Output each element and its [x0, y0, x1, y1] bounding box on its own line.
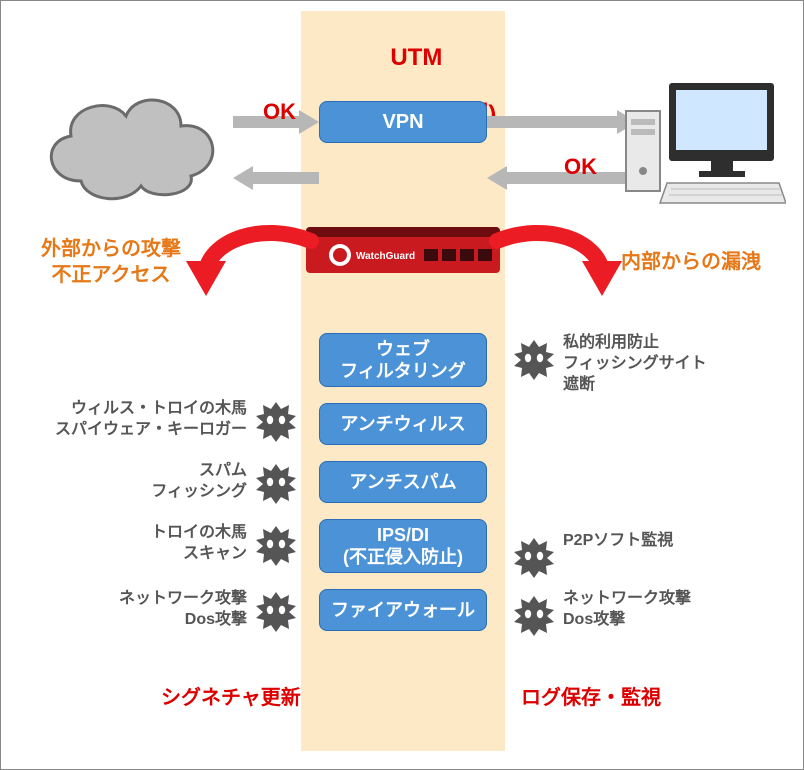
threat-left-trojan: トロイの木馬 スキャン	[151, 523, 247, 565]
signature-update-label: シグネチャ更新	[161, 681, 301, 710]
threat-right-dos-r: ネットワーク攻撃 Dos攻撃	[563, 589, 691, 631]
feature-antispam: アンチスパム	[319, 461, 487, 503]
diagram-frame: UTM (統合脅威管理) OK OK	[0, 0, 804, 770]
threat-left-dos: ネットワーク攻撃 Dos攻撃	[119, 589, 247, 631]
feature-vpn: VPN	[319, 101, 487, 143]
feature-webfilter: ウェブ フィルタリング	[319, 333, 487, 387]
threat-icon	[513, 537, 555, 579]
log-monitor-label: ログ保存・監視	[521, 681, 661, 710]
title-line1: UTM	[390, 44, 442, 71]
ok-left: OK	[263, 99, 296, 125]
utm-device-icon: WatchGuard	[306, 219, 500, 283]
arrow-center-to-pc	[487, 109, 637, 135]
threat-right-p2p: P2Pソフト監視	[563, 531, 673, 552]
feature-antivirus: アンチウィルス	[319, 403, 487, 445]
internal-leak-label: 内部からの漏洩	[621, 249, 761, 275]
svg-text:WatchGuard: WatchGuard	[356, 251, 415, 262]
threat-icon	[255, 401, 297, 443]
threat-left-spam: スパム フィッシング	[151, 461, 247, 503]
threat-icon	[513, 339, 555, 381]
threat-icon	[513, 595, 555, 637]
arrow-pc-to-center	[487, 165, 637, 191]
threat-left-virus: ウィルス・トロイの木馬 スパイウェア・キーロガー	[55, 399, 247, 441]
threat-icon	[255, 463, 297, 505]
feature-firewall: ファイアウォール	[319, 589, 487, 631]
cloud-icon	[31, 71, 231, 211]
external-attack-label: 外部からの攻撃 不正アクセス	[41, 236, 181, 288]
computer-icon	[621, 71, 786, 211]
feature-ips: IPS/DI (不正侵入防止)	[319, 519, 487, 573]
ok-right: OK	[564, 154, 597, 180]
threat-icon	[255, 525, 297, 567]
threat-right-private: 私的利用防止 フィッシングサイト 遮断	[563, 333, 707, 395]
threat-icon	[255, 591, 297, 633]
